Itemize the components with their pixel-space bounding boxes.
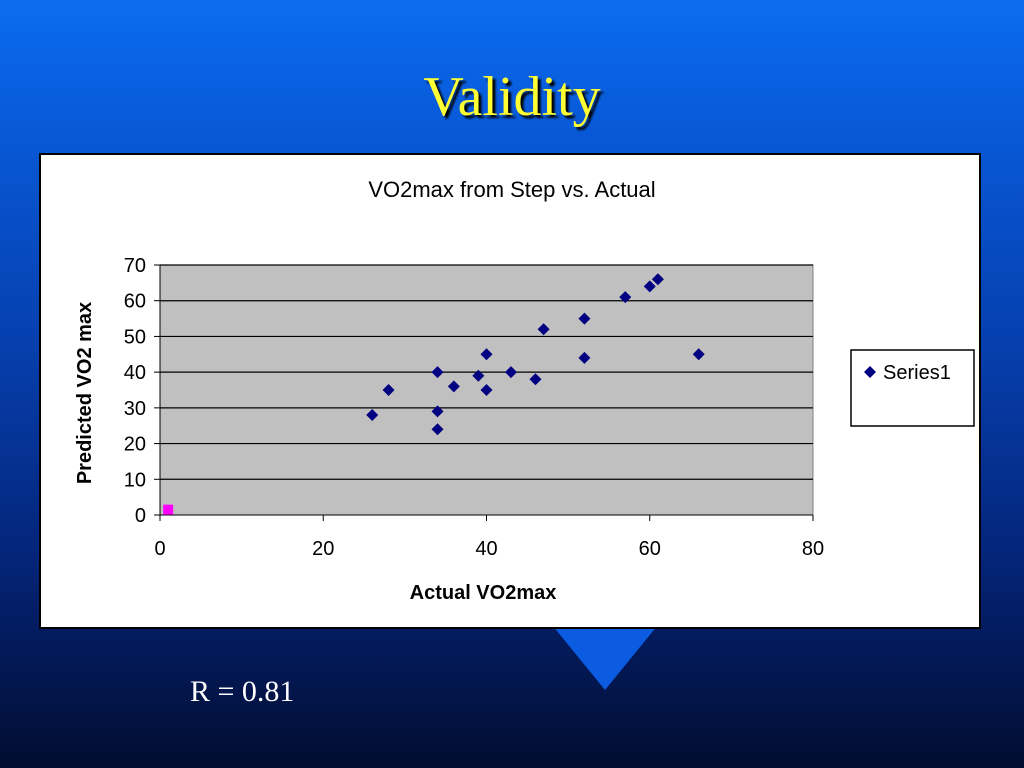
chart-container: VO2max from Step vs. Actual 0 10 20 30 40 50 6… [39, 153, 981, 629]
y-tick-label: 20 [124, 434, 146, 456]
data-point-series1 [447, 380, 460, 393]
chart-title: VO2max from Step vs. Actual [368, 177, 655, 202]
scatter-chart: VO2max from Step vs. Actual 0 10 20 30 40 50 6… [74, 177, 975, 604]
x-tick-labels: 0 20 40 60 80 [154, 538, 824, 560]
y-tick-label: 10 [124, 469, 146, 491]
data-point-series1 [651, 273, 664, 286]
data-point-series1 [366, 409, 379, 421]
legend-box [850, 349, 975, 427]
y-axis-label: Predicted VO2 max [74, 302, 96, 484]
x-axis-label: Actual VO2max [410, 582, 557, 604]
data-point-series1 [578, 351, 591, 364]
correlation-value: R = 0.81 [190, 675, 295, 708]
legend-series1-marker [864, 366, 876, 378]
data-point-series1 [480, 348, 493, 361]
data-point-series1 [529, 373, 542, 386]
data-points [163, 273, 705, 515]
data-point-series2 [163, 504, 174, 515]
decorative-triangle [548, 620, 662, 690]
data-point-series1 [431, 405, 444, 418]
x-tick-label: 60 [639, 538, 661, 560]
data-point-series1 [472, 369, 485, 382]
gridlines [160, 264, 813, 480]
legend-series1-label: Series1 [883, 362, 951, 384]
data-point-series1 [431, 423, 444, 436]
y-tick-label: 60 [124, 291, 146, 313]
y-tick-label: 50 [124, 326, 146, 348]
x-tick-label: 0 [154, 538, 165, 560]
y-tick-label: 30 [124, 398, 146, 420]
data-point-series1 [619, 291, 632, 304]
data-point-series1 [643, 280, 656, 293]
legend: Series1 [850, 349, 975, 427]
data-point-series1 [431, 366, 444, 379]
axes [154, 264, 814, 521]
slide-title: Validity [423, 66, 601, 128]
y-tick-label: 70 [124, 255, 146, 277]
data-point-series1 [578, 312, 591, 325]
data-point-series1 [692, 348, 705, 361]
y-tick-label: 0 [135, 505, 146, 527]
data-point-series1 [382, 384, 395, 396]
y-tick-label: 40 [124, 362, 146, 384]
data-point-series1 [480, 384, 493, 396]
y-tick-labels: 0 10 20 30 40 50 60 70 [124, 255, 146, 527]
x-tick-label: 40 [475, 538, 497, 560]
data-point-series1 [504, 366, 517, 379]
data-point-series1 [537, 323, 550, 336]
x-tick-label: 80 [802, 538, 824, 560]
x-tick-label: 20 [312, 538, 334, 560]
